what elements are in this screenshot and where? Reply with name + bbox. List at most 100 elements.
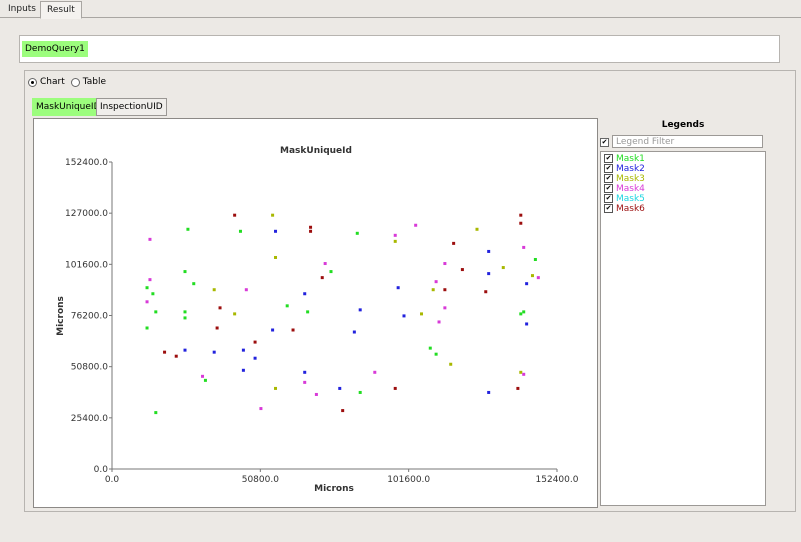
point-mask1 [154,310,158,314]
legend-label: Mask4 [616,184,645,194]
point-mask2 [487,249,491,253]
point-mask6 [393,386,397,390]
point-mask3 [274,386,278,390]
point-mask1 [151,292,155,296]
point-mask1 [183,270,187,274]
point-mask1 [183,310,187,314]
point-mask2 [303,292,307,296]
legend-checkbox[interactable]: ✔ [604,154,613,163]
point-mask1 [238,229,242,233]
point-mask4 [259,407,263,411]
point-mask2 [274,229,278,233]
legend-item-mask1[interactable]: ✔ Mask1 [604,154,645,164]
main-tab-bar: Inputs Result [0,0,801,19]
point-mask2 [487,390,491,394]
point-mask4 [314,392,318,396]
legends-title: Legends [661,120,705,130]
point-mask4 [148,278,152,282]
point-mask6 [253,340,257,344]
subtab-mask-unique-id[interactable]: MaskUniqueID [32,98,105,116]
point-mask6 [460,268,464,272]
y-tick-label: 101600.0 [65,260,108,270]
legend-checkbox[interactable]: ✔ [604,174,613,183]
point-mask4 [437,320,441,324]
tab-result[interactable]: Result [40,1,82,19]
query-chip[interactable]: DemoQuery1 [22,41,88,57]
x-axis-label: Microns [314,484,354,494]
point-mask4 [536,276,540,280]
legend-label: Mask6 [616,204,645,214]
point-mask4 [373,370,377,374]
point-mask2 [358,308,362,312]
chart-radio-label: Chart [40,77,65,87]
point-mask2 [271,328,275,332]
point-mask1 [522,310,526,314]
legend-checkbox[interactable]: ✔ [604,204,613,213]
chart-radio[interactable] [28,77,37,87]
tab-inputs[interactable]: Inputs [8,4,36,14]
point-mask3 [431,288,435,292]
legend-label: Mask1 [616,154,645,164]
point-mask6 [484,290,488,294]
legend-filter-input[interactable]: Legend Filter [612,135,763,148]
legend-item-mask5[interactable]: ✔ Mask5 [604,194,645,204]
point-mask4 [443,262,447,266]
table-radio[interactable] [70,77,80,87]
point-mask3 [212,288,216,292]
legend-checkbox[interactable]: ✔ [604,184,613,193]
point-mask1 [329,270,333,274]
point-mask3 [449,362,453,366]
point-mask3 [501,266,505,270]
subtab-inspection-uid[interactable]: InspectionUID [96,98,167,116]
point-mask6 [309,229,313,233]
legend-label: Mask3 [616,174,645,184]
point-mask1 [519,312,523,316]
legend-item-mask6[interactable]: ✔ Mask6 [604,204,645,214]
point-mask4 [434,280,438,284]
point-mask3 [274,255,278,259]
x-tick-label: 101600.0 [387,475,430,485]
point-mask3 [530,274,534,278]
point-mask2 [402,314,406,318]
y-tick-label: 76200.0 [71,312,108,322]
query-selection-box[interactable]: DemoQuery1 [19,35,780,63]
legend-checkbox[interactable]: ✔ [604,194,613,203]
point-mask2 [303,370,307,374]
result-panel [24,70,796,512]
point-mask2 [396,286,400,290]
legend-checkbox[interactable]: ✔ [604,164,613,173]
y-tick-label: 127000.0 [65,209,108,219]
point-mask6 [309,225,313,229]
point-mask4 [244,288,248,292]
point-mask2 [241,368,245,372]
point-mask2 [487,272,491,276]
point-mask3 [420,312,424,316]
y-tick-label: 50800.0 [71,363,108,373]
x-tick-label: 0.0 [105,475,120,485]
point-mask6 [233,213,237,217]
point-mask1 [285,304,289,308]
point-mask2 [352,330,356,334]
point-mask2 [253,356,257,360]
point-mask2 [241,348,245,352]
point-mask6 [218,306,222,310]
point-mask1 [186,227,190,231]
y-axis-label: Microns [56,296,66,336]
point-mask3 [271,213,275,217]
y-tick-label: 0.0 [94,465,109,475]
x-tick-label: 152400.0 [536,475,579,485]
legend-item-mask3[interactable]: ✔ Mask3 [604,174,645,184]
y-tick-label: 25400.0 [71,414,108,424]
point-mask6 [516,386,520,390]
scatter-chart: MaskUniqueId Microns Microns 0.0 25400.0 5… [56,146,579,494]
point-mask1 [145,326,149,330]
legend-item-mask4[interactable]: ✔ Mask4 [604,184,645,194]
point-mask3 [475,227,479,231]
point-mask2 [525,322,529,326]
point-mask4 [522,245,526,249]
point-mask2 [525,282,529,286]
point-mask2 [183,348,187,352]
legend-filter-checkbox[interactable]: ✔ [600,138,609,147]
legend-item-mask2[interactable]: ✔ Mask2 [604,164,645,174]
legend-label: Mask2 [616,164,645,174]
